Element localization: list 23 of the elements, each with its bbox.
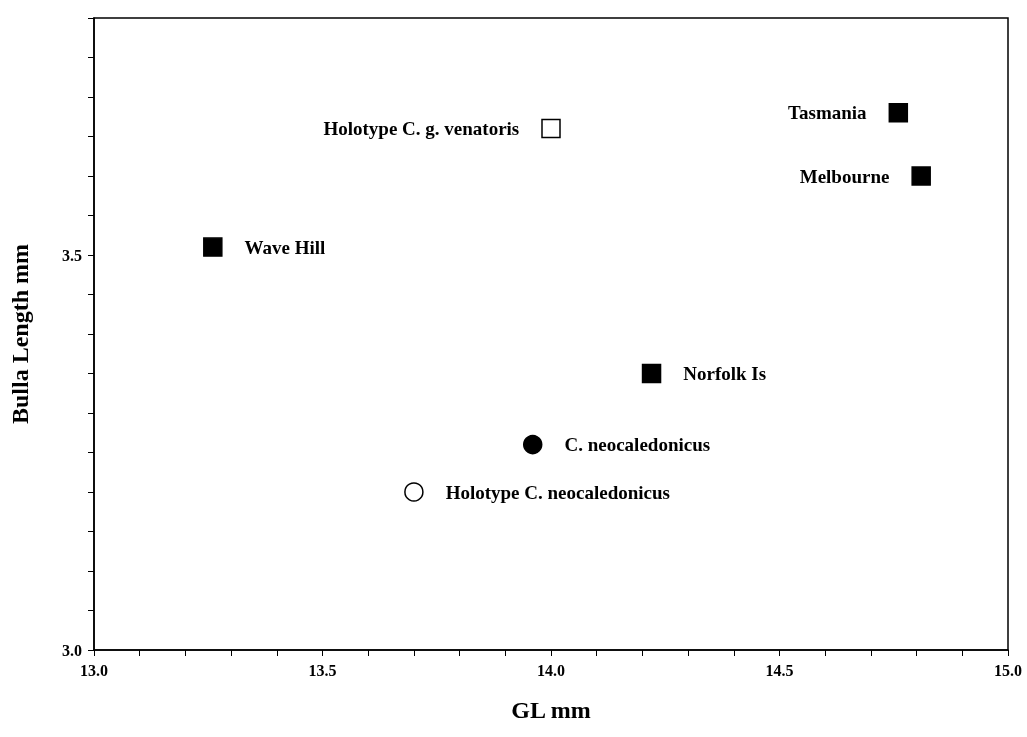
- y-axis-title: Bulla Length mm: [7, 243, 33, 425]
- series-label: Holotype C. neocaledonicus: [445, 481, 670, 503]
- series-label: Tasmania: [788, 102, 868, 124]
- series-label: Melbourne: [799, 165, 890, 187]
- point: [203, 237, 223, 257]
- point: [888, 103, 909, 123]
- series-label: Holotype C. g. venatoris: [323, 118, 520, 140]
- series-label: Wave Hill: [244, 236, 326, 258]
- x-tick-label: 14.5: [765, 661, 794, 679]
- x-tick-label: 15.0: [994, 661, 1022, 679]
- text: 13.0: [80, 661, 108, 679]
- y-tick-label: 3.5: [62, 246, 82, 264]
- series-label: C. neocaledonicus: [564, 434, 711, 456]
- x-tick-label: 13.5: [308, 661, 337, 679]
- point: [641, 363, 662, 384]
- point: [911, 166, 931, 186]
- y-tick-label: 3.0: [62, 641, 82, 659]
- point: [541, 118, 561, 139]
- x-axis-title: GL mm: [511, 697, 591, 723]
- point: [522, 434, 543, 455]
- x-tick-label: 14.0: [537, 661, 565, 679]
- series-label: Norfolk Is: [683, 363, 767, 384]
- point: [404, 482, 424, 502]
